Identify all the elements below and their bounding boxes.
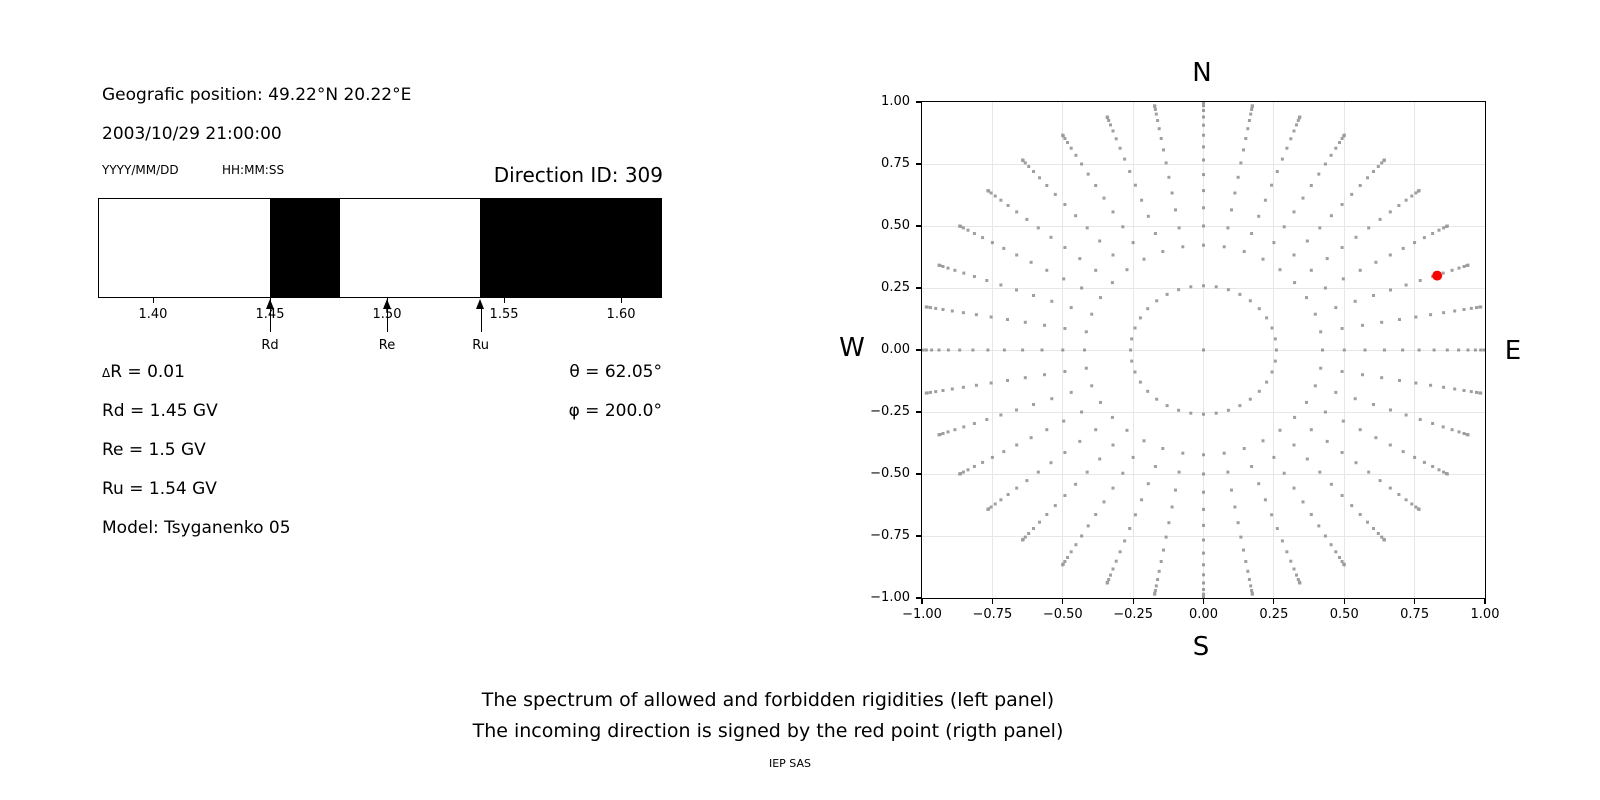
- x-tick-label: 1.00: [1470, 607, 1500, 622]
- compass-west-label: W: [839, 333, 865, 363]
- spectrum-tick-label: 1.40: [138, 307, 168, 322]
- y-tick-mark: [916, 411, 922, 413]
- direction-plot: −1.00 −1.00 −0.75 −0.75 −0.50 −0.50 −0.25 −0.25…: [870, 94, 1499, 622]
- x-tick-mark: [1414, 598, 1416, 604]
- y-tick-mark: [916, 163, 922, 165]
- delta-symbol: Δ: [102, 366, 111, 380]
- x-tick-label: −0.75: [972, 607, 1013, 622]
- y-tick-label: 0.75: [881, 156, 910, 171]
- phi-value-text: φ = 200.0°: [568, 401, 662, 421]
- y-tick-mark: [916, 225, 922, 227]
- x-tick-label: 0.75: [1400, 607, 1430, 622]
- compass-south-label: S: [1192, 632, 1210, 662]
- time-format-label: HH:MM:SS: [222, 163, 285, 177]
- y-tick-label: 0.00: [881, 342, 910, 357]
- spectrum-tick-label: 1.60: [606, 307, 636, 322]
- rigidity-marker-arrow-stem: [387, 308, 389, 332]
- spectrum-tick-mark: [621, 298, 623, 303]
- y-tick-mark: [916, 535, 922, 537]
- rigidity-spectrum-panel: 1.40 1.45 1.50 1.55 1.60 Rd Re Ru: [98, 198, 662, 358]
- forbidden-rigidity-band: [270, 199, 341, 297]
- y-tick-mark: [916, 101, 922, 103]
- y-tick-label: −1.00: [870, 590, 910, 605]
- y-tick-label: −0.50: [870, 466, 910, 481]
- rigidity-marker-label: Ru: [472, 338, 489, 353]
- rigidity-marker-label: Re: [378, 338, 396, 353]
- x-tick-mark: [1062, 598, 1064, 604]
- rigidity-marker-arrow-icon: [265, 299, 274, 309]
- date-format-label: YYYY/MM/DD: [102, 163, 179, 177]
- y-tick-label: 0.25: [881, 280, 910, 295]
- direction-grid-dots: [922, 102, 1485, 598]
- caption-line-2: The incoming direction is signed by the …: [472, 720, 1064, 742]
- direction-id-text: Direction ID: 309: [493, 163, 663, 187]
- grid-line-vertical: [1273, 102, 1275, 598]
- y-tick-label: −0.75: [870, 528, 910, 543]
- x-tick-label: −0.25: [1113, 607, 1154, 622]
- rigidity-marker-arrow-stem: [270, 308, 272, 332]
- rd-value-text: Rd = 1.45 GV: [102, 401, 218, 421]
- red-incoming-direction-point: [1432, 270, 1443, 281]
- spectrum-tick-label: 1.50: [357, 307, 417, 322]
- direction-dots-group: [922, 102, 1485, 598]
- x-tick-label: 0.50: [1329, 607, 1359, 622]
- spectrum-tick-label: 1.45: [240, 307, 300, 322]
- compass-north-label: N: [1192, 58, 1212, 88]
- rigidity-spectrum-box: [98, 198, 662, 298]
- spectrum-tick-mark: [504, 298, 506, 303]
- grid-line-horizontal: [922, 163, 1485, 165]
- x-tick-label: 0.25: [1259, 607, 1289, 622]
- caption-line-1: The spectrum of allowed and forbidden ri…: [481, 689, 1055, 711]
- x-tick-mark: [991, 598, 993, 604]
- y-tick-mark: [916, 287, 922, 289]
- x-tick-mark: [1343, 598, 1345, 604]
- delta-r-text: ΔR = 0.01: [102, 362, 185, 382]
- model-text: Model: Tsyganenko 05: [102, 518, 291, 538]
- rigidity-marker-arrow-icon: [476, 299, 485, 309]
- grid-line-horizontal: [922, 287, 1485, 289]
- y-tick-mark: [916, 349, 922, 351]
- y-tick-label: −0.25: [870, 404, 910, 419]
- grid-line-vertical: [1414, 102, 1416, 598]
- x-tick-mark: [1273, 598, 1275, 604]
- x-tick-mark: [1132, 598, 1134, 604]
- y-tick-mark: [916, 597, 922, 599]
- spectrum-tick-mark: [152, 298, 154, 303]
- ru-value-text: Ru = 1.54 GV: [102, 479, 217, 499]
- re-value-text: Re = 1.5 GV: [102, 440, 206, 460]
- rigidity-marker-arrow-stem: [480, 308, 483, 332]
- geo-position-text: Geografic position: 49.22°N 20.22°E: [102, 85, 412, 105]
- spectrum-tick-label: 1.55: [489, 307, 519, 322]
- rigidity-marker-label: Rd: [261, 338, 279, 353]
- rigidity-marker-arrow-icon: [382, 299, 391, 309]
- x-tick-mark: [921, 598, 923, 604]
- x-tick-mark: [1202, 598, 1205, 604]
- datetime-text: 2003/10/29 21:00:00: [102, 124, 282, 144]
- y-tick-label: 0.50: [881, 218, 910, 233]
- forbidden-rigidity-band: [480, 199, 661, 297]
- y-tick-label: 1.00: [881, 94, 910, 109]
- theta-value-text: θ = 62.05°: [569, 362, 662, 382]
- x-tick-label: −0.50: [1042, 607, 1083, 622]
- x-tick-label: 0.00: [1189, 607, 1218, 622]
- credit-text: IEP SAS: [768, 757, 812, 770]
- x-tick-mark: [1484, 598, 1486, 604]
- compass-east-label: E: [1504, 336, 1522, 366]
- x-tick-label: −1.00: [902, 607, 942, 622]
- y-tick-mark: [916, 473, 922, 475]
